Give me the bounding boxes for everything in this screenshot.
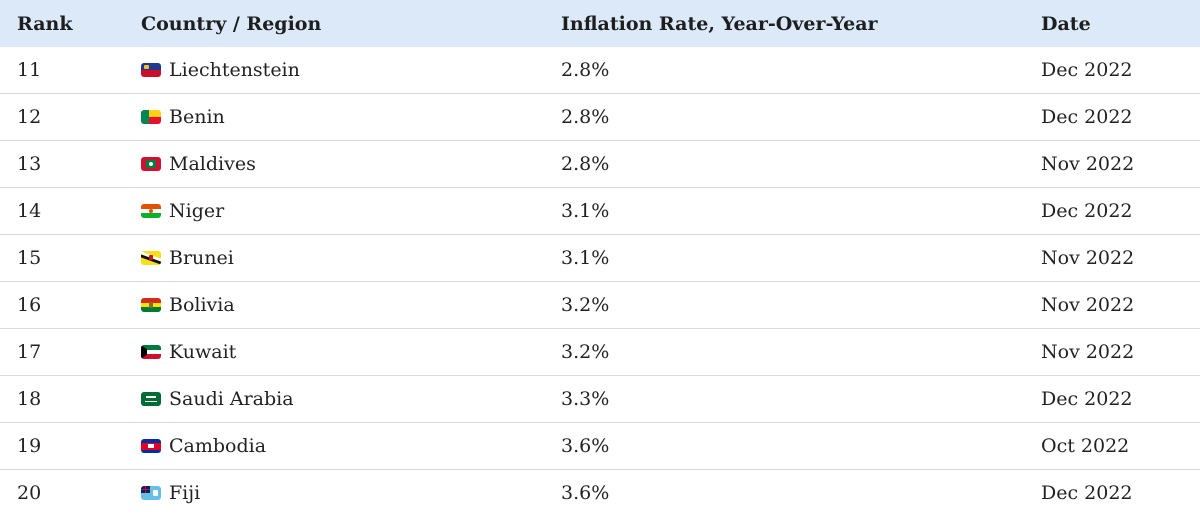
date-cell: Oct 2022 <box>1024 422 1200 470</box>
rate-cell: 3.6% <box>544 469 1024 516</box>
bolivia-flag-icon <box>141 298 161 312</box>
date-cell: Dec 2022 <box>1024 375 1200 423</box>
country-name[interactable]: Niger <box>169 200 225 222</box>
rate-cell: 3.2% <box>544 281 1024 329</box>
country-name[interactable]: Bolivia <box>169 294 235 316</box>
date-cell: Nov 2022 <box>1024 328 1200 376</box>
country-cell: Fiji <box>124 469 544 516</box>
date-cell: Dec 2022 <box>1024 469 1200 516</box>
country-name[interactable]: Saudi Arabia <box>169 388 294 410</box>
country-cell: Benin <box>124 93 544 141</box>
country-name[interactable]: Cambodia <box>169 435 267 457</box>
rank-cell: 16 <box>0 281 124 329</box>
rank-cell: 11 <box>17 59 42 81</box>
country-cell: Maldives <box>124 140 544 188</box>
country-name[interactable]: Maldives <box>169 153 256 175</box>
date-cell: Nov 2022 <box>1024 234 1200 282</box>
table-row: 14 Niger 3.1% Dec 2022 <box>0 187 1200 235</box>
rank-cell: 14 <box>0 187 124 235</box>
country-cell: Brunei <box>124 234 544 282</box>
rank-cell: 19 <box>0 422 124 470</box>
table-row: 13 Maldives 2.8% Nov 2022 <box>0 140 1200 188</box>
date-cell: Dec 2022 <box>1041 59 1133 81</box>
rank-cell: 12 <box>0 93 124 141</box>
rate-cell: 3.2% <box>544 328 1024 376</box>
header-row: Rank Country / Region Inflation Rate, Ye… <box>0 0 1200 47</box>
table-row: 17 Kuwait 3.2% Nov 2022 <box>0 328 1200 376</box>
cambodia-flag-icon <box>141 439 161 453</box>
liechtenstein-flag-icon <box>141 63 161 77</box>
table-row: 19 Cambodia 3.6% Oct 2022 <box>0 422 1200 470</box>
table-row: 16 Bolivia 3.2% Nov 2022 <box>0 281 1200 329</box>
country-name[interactable]: Liechtenstein <box>169 59 300 81</box>
table-header: Rank Country / Region Inflation Rate, Ye… <box>0 0 1200 47</box>
country-cell: Kuwait <box>124 328 544 376</box>
rate-cell: 2.8% <box>544 140 1024 188</box>
rate-cell: 2.8% <box>561 59 610 81</box>
table-body: 11 Liechtenstein 2.8% Dec 2022 12 <box>0 47 1200 516</box>
country-name[interactable]: Kuwait <box>169 341 237 363</box>
rank-cell: 15 <box>0 234 124 282</box>
rank-cell: 13 <box>0 140 124 188</box>
date-cell: Dec 2022 <box>1024 93 1200 141</box>
benin-flag-icon <box>141 110 161 124</box>
brunei-flag-icon <box>141 251 161 265</box>
country-name[interactable]: Fiji <box>169 482 201 504</box>
table-row: 11 Liechtenstein 2.8% Dec 2022 <box>0 47 1200 94</box>
niger-flag-icon <box>141 204 161 218</box>
table-row: 12 Benin 2.8% Dec 2022 <box>0 93 1200 141</box>
kuwait-flag-icon <box>141 345 161 359</box>
rate-cell: 3.3% <box>544 375 1024 423</box>
country-cell: Saudi Arabia <box>124 375 544 423</box>
header-rank[interactable]: Rank <box>17 12 73 35</box>
rank-cell: 18 <box>0 375 124 423</box>
country-cell: Bolivia <box>124 281 544 329</box>
date-cell: Nov 2022 <box>1024 140 1200 188</box>
date-cell: Dec 2022 <box>1024 187 1200 235</box>
rate-cell: 3.1% <box>544 234 1024 282</box>
rate-cell: 3.6% <box>544 422 1024 470</box>
maldives-flag-icon <box>141 157 161 171</box>
table-row: 18 Saudi Arabia 3.3% Dec 2022 <box>0 375 1200 423</box>
header-country[interactable]: Country / Region <box>141 12 322 35</box>
rate-cell: 2.8% <box>544 93 1024 141</box>
country-name[interactable]: Brunei <box>169 247 234 269</box>
table-row: 15 Brunei 3.1% Nov 2022 <box>0 234 1200 282</box>
header-date[interactable]: Date <box>1041 12 1091 35</box>
country-cell: Niger <box>124 187 544 235</box>
rate-cell: 3.1% <box>544 187 1024 235</box>
fiji-flag-icon <box>141 486 161 500</box>
rank-cell: 20 <box>0 469 124 516</box>
date-cell: Nov 2022 <box>1024 281 1200 329</box>
saudi-arabia-flag-icon <box>141 392 161 406</box>
header-rate[interactable]: Inflation Rate, Year-Over-Year <box>561 12 878 35</box>
country-name[interactable]: Benin <box>169 106 225 128</box>
rank-cell: 17 <box>0 328 124 376</box>
country-cell: Liechtenstein <box>124 47 544 94</box>
table-row: 20 Fiji 3.6% Dec 2022 <box>0 469 1200 516</box>
country-cell: Cambodia <box>124 422 544 470</box>
